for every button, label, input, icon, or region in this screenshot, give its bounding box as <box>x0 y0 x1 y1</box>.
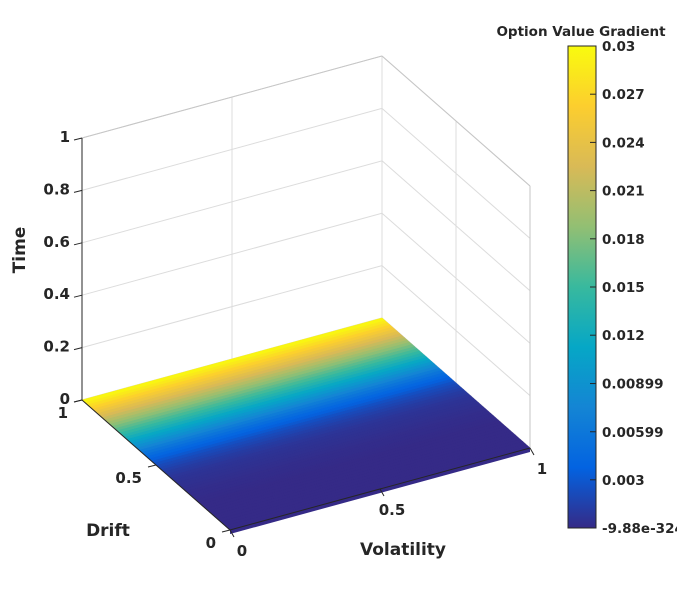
axis-edge <box>81 55 383 139</box>
y-tick-mark <box>147 464 157 468</box>
colorbar-tick-label: 0.027 <box>602 87 645 103</box>
y-tick-label: 1 <box>58 404 68 422</box>
x-axis-label: Volatility <box>360 540 446 560</box>
z-axis-label: Time <box>10 227 30 274</box>
z-tick-label: 0.8 <box>43 180 70 198</box>
z-tick-label: 0 <box>60 390 70 408</box>
z-tick-mark <box>73 189 83 193</box>
x-tick-mark <box>229 529 235 538</box>
colorbar-tick-label: 0.012 <box>602 328 645 344</box>
x-tick-label: 1 <box>537 460 547 478</box>
colorbar-tick-label: -9.88e-324 <box>602 521 677 537</box>
axis-edge <box>381 55 531 187</box>
axes-ticks: 00.20.40.60.8100.5100.51VolatilityDriftT… <box>10 128 547 560</box>
y-axis-label: Drift <box>86 521 130 541</box>
colorbar-tick-label: 0.00599 <box>602 425 664 441</box>
z-tick-label: 0.2 <box>43 338 70 356</box>
colorbar-tick-label: 0.03 <box>602 39 635 55</box>
colorbar-tick-label: 0.00899 <box>602 377 664 393</box>
x-tick-label: 0.5 <box>379 501 406 519</box>
x-tick-label: 0 <box>237 542 247 560</box>
y-tick-mark <box>73 399 83 403</box>
colorbar-tick-label: 0.018 <box>602 232 645 248</box>
y-tick-label: 0 <box>206 534 216 552</box>
z-tick-label: 0.6 <box>43 233 70 251</box>
colorbar-tick-label: 0.003 <box>602 473 645 489</box>
z-tick-mark <box>73 347 83 351</box>
z-tick-label: 0.4 <box>43 285 70 303</box>
surface-rim <box>230 448 530 534</box>
y-axis-line <box>81 399 231 531</box>
x-axis-line <box>229 447 531 531</box>
z-tick-mark <box>73 137 83 141</box>
y-tick-label: 0.5 <box>115 469 142 487</box>
x-tick-mark <box>529 447 535 456</box>
z-tick-label: 1 <box>60 128 70 146</box>
colorbar-tick-label: 0.015 <box>602 280 645 296</box>
y-tick-mark <box>221 529 231 533</box>
colorbar-title: Option Value Gradient <box>496 24 666 40</box>
z-tick-mark <box>73 294 83 298</box>
x-tick-mark <box>379 488 385 497</box>
z-tick-mark <box>73 242 83 246</box>
colorbar-tick-label: 0.021 <box>602 184 645 200</box>
colorbar-tick-label: 0.024 <box>602 135 645 151</box>
surface-plot <box>81 317 531 534</box>
